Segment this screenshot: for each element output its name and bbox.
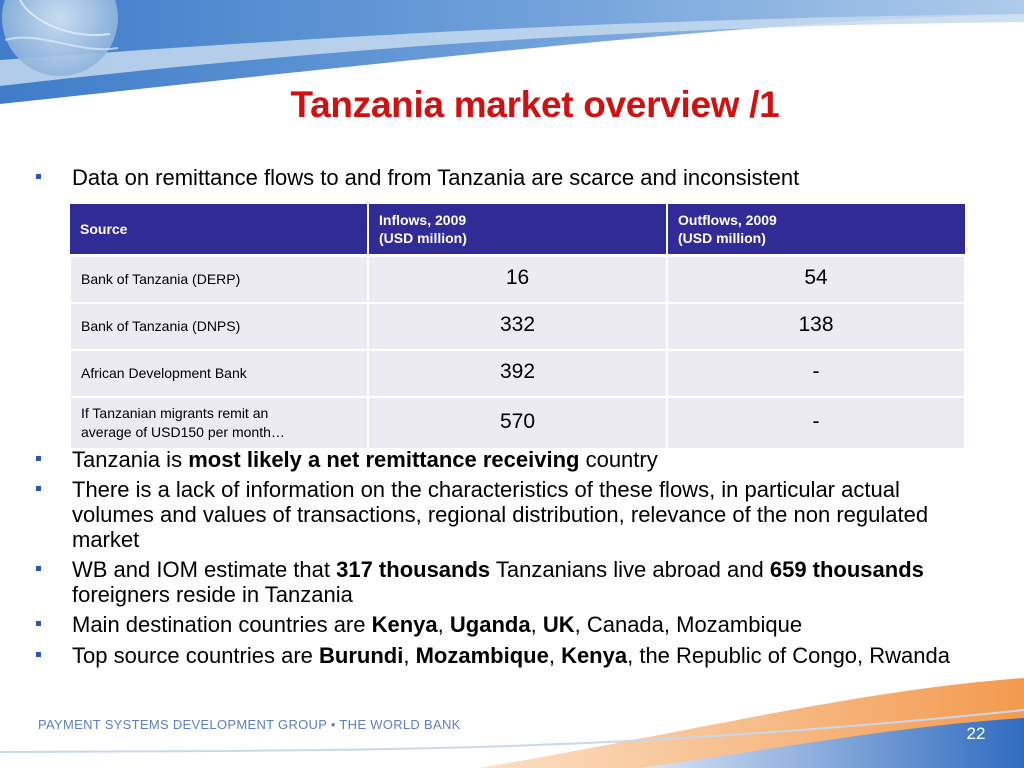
cell-inflows: 392 <box>367 349 668 398</box>
bullet-text: Tanzania is most likely a net remittance… <box>72 447 658 472</box>
remittance-flows-table: Source Inflows, 2009 (USD million) Outfl… <box>69 204 966 450</box>
header-swoosh-decoration <box>0 0 1024 104</box>
cell-inflows: 16 <box>367 254 668 304</box>
source-line: African Development Bank <box>81 365 247 381</box>
bullet-text: Top source countries are Burundi, Mozamb… <box>72 643 950 668</box>
header-source: Source <box>70 204 369 257</box>
bullet-marker <box>36 566 41 571</box>
header-outflows: Outflows, 2009 (USD million) <box>667 204 965 257</box>
bullet-text: WB and IOM estimate that 317 thousands T… <box>72 557 924 607</box>
header-line: Source <box>80 221 128 237</box>
bullet-marker <box>36 621 41 626</box>
source-line: Bank of Tanzania (DNPS) <box>81 318 241 334</box>
bullet-marker <box>36 174 41 179</box>
table-row: Bank of Tanzania (DNPS) 332 138 <box>69 302 966 351</box>
cell-source: Bank of Tanzania (DERP) <box>69 254 369 304</box>
slide-title: Tanzania market overview /1 <box>290 84 780 125</box>
bullet-marker <box>36 486 41 491</box>
header-line: Outflows, 2009 <box>678 212 777 228</box>
bullet-text: Data on remittance flows to and from Tan… <box>72 165 800 190</box>
source-line: If Tanzanian migrants remit an <box>81 405 269 421</box>
cell-source: If Tanzanian migrants remit an average o… <box>69 396 369 450</box>
table-row: If Tanzanian migrants remit an average o… <box>69 396 966 450</box>
header-line: (USD million) <box>379 230 467 246</box>
bullet-text: Main destination countries are Kenya, Ug… <box>72 612 803 637</box>
footer-organization: PAYMENT SYSTEMS DEVELOPMENT GROUP • THE … <box>38 717 461 732</box>
cell-outflows: - <box>666 349 966 398</box>
page-number: 22 <box>966 724 986 743</box>
table-row: Bank of Tanzania (DERP) 16 54 <box>69 254 966 304</box>
source-line: Bank of Tanzania (DERP) <box>81 271 241 287</box>
cell-source: African Development Bank <box>69 349 369 398</box>
bullet-text: There is a lack of information on the ch… <box>72 477 929 552</box>
cell-outflows: 54 <box>666 254 966 304</box>
footer-swoosh-decoration <box>0 678 1024 768</box>
source-line: average of USD150 per month… <box>81 424 285 440</box>
cell-outflows: - <box>666 396 966 450</box>
cell-inflows: 570 <box>367 396 668 450</box>
table-row: African Development Bank 392 - <box>69 349 966 398</box>
header-line: Inflows, 2009 <box>379 212 467 228</box>
cell-outflows: 138 <box>666 302 966 351</box>
bullet-marker <box>36 652 41 657</box>
header-inflows: Inflows, 2009 (USD million) <box>368 204 668 257</box>
header-line: (USD million) <box>678 230 766 246</box>
table-header-row: Source Inflows, 2009 (USD million) Outfl… <box>70 204 965 257</box>
bullet-marker <box>36 456 41 461</box>
cell-source: Bank of Tanzania (DNPS) <box>69 302 369 351</box>
cell-inflows: 332 <box>367 302 668 351</box>
